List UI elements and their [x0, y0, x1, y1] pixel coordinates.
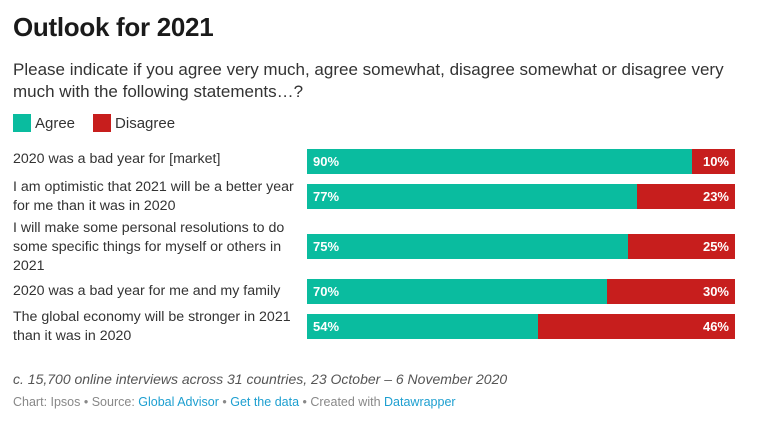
bar-disagree — [606, 279, 735, 304]
legend-item-disagree: Disagree — [93, 114, 175, 132]
source-link[interactable]: Global Advisor — [138, 395, 219, 409]
legend-swatch-disagree — [93, 114, 112, 132]
separator: • — [80, 395, 92, 409]
row-label: I will make some personal resolutions to… — [13, 220, 285, 274]
bar-disagree — [628, 234, 735, 259]
row-label: 2020 was a bad year for me and my family — [13, 283, 281, 299]
chart-credit: Chart: Ipsos — [13, 395, 81, 409]
chart-notes: c. 15,700 online interviews across 31 co… — [13, 371, 508, 387]
row-label: The global economy will be stronger in 2… — [13, 309, 291, 344]
legend-label-agree: Agree — [35, 114, 76, 132]
bar-agree — [307, 149, 693, 174]
chart-footer: Chart: Ipsos • Source: Global Advisor • … — [13, 395, 456, 409]
legend: Agree Disagree — [13, 114, 193, 132]
datawrapper-link[interactable]: Datawrapper — [384, 395, 456, 409]
legend-swatch-agree — [13, 114, 31, 132]
bar-disagree — [538, 314, 735, 339]
data-label-agree: 90% — [313, 154, 340, 169]
row-label: I am optimistic that 2021 will be a bett… — [13, 179, 294, 214]
chart-title: Outlook for 2021 — [13, 12, 214, 42]
bar-disagree — [692, 149, 735, 174]
data-label-disagree: 25% — [702, 239, 729, 254]
bar-agree — [307, 279, 607, 304]
data-label-agree: 77% — [313, 189, 340, 204]
bar-agree — [307, 184, 637, 209]
bar-agree — [307, 234, 628, 259]
source-prefix: Source: — [91, 395, 139, 409]
separator: • — [218, 395, 231, 409]
data-label-agree: 75% — [313, 239, 340, 254]
created-prefix: Created with — [310, 395, 385, 409]
data-label-disagree: 10% — [702, 154, 729, 169]
bar-disagree — [636, 184, 735, 209]
row-label: 2020 was a bad year for [market] — [13, 151, 221, 167]
legend-item-agree: Agree — [13, 114, 75, 132]
bar-agree — [307, 314, 539, 339]
data-label-disagree: 30% — [702, 284, 729, 299]
data-label-agree: 54% — [313, 319, 340, 334]
data-label-agree: 70% — [313, 284, 340, 299]
separator: • — [299, 395, 311, 409]
data-label-disagree: 23% — [702, 189, 729, 204]
get-data-link[interactable]: Get the data — [230, 395, 300, 409]
data-label-disagree: 46% — [702, 319, 729, 334]
legend-label-disagree: Disagree — [115, 114, 176, 132]
chart-subtitle: Please indicate if you agree very much, … — [13, 60, 724, 101]
